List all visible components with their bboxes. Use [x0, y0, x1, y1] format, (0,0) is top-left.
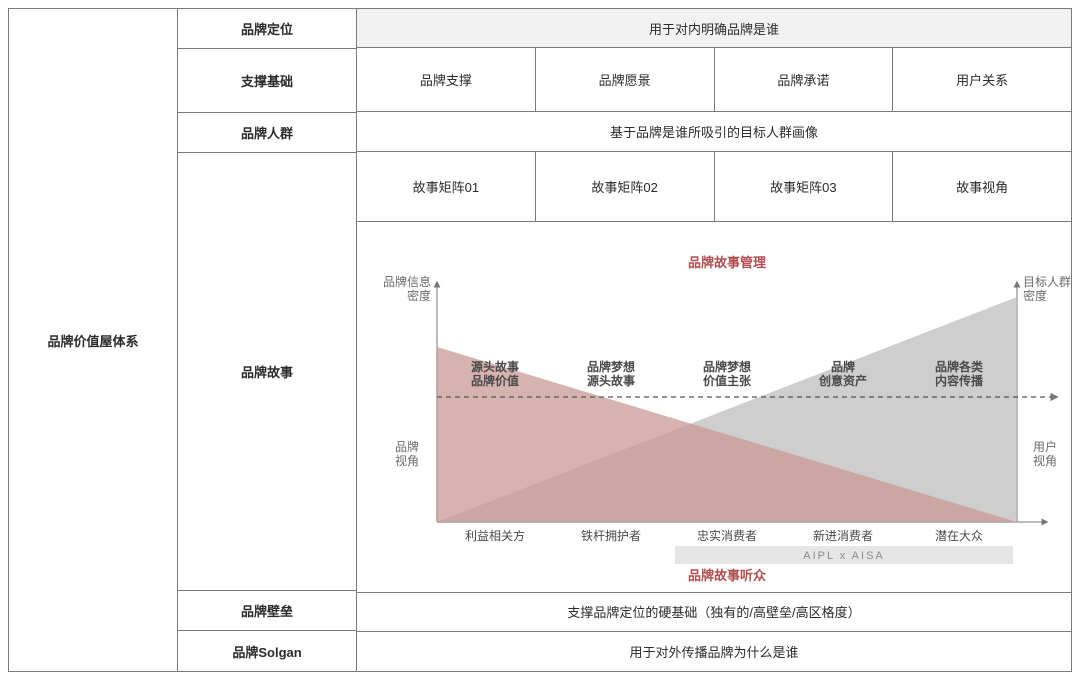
desc-r6: 用于对外传播品牌为什么是谁	[357, 632, 1071, 671]
r4-m3: 故事视角	[893, 152, 1071, 221]
svg-text:品牌各类: 品牌各类	[935, 359, 984, 374]
label-r4: 品牌故事	[178, 153, 357, 591]
desc-r1: 用于对内明确品牌是谁	[357, 9, 1071, 48]
label-r6: 品牌Solgan	[178, 631, 357, 671]
label-r3: 品牌人群	[178, 113, 357, 153]
svg-text:铁杆拥护者: 铁杆拥护者	[581, 529, 641, 543]
desc-r5: 支撑品牌定位的硬基础（独有的/高壁垒/高区格度）	[357, 593, 1071, 632]
svg-text:AIPL x AISA: AIPL x AISA	[803, 550, 885, 562]
svg-text:源头故事: 源头故事	[587, 373, 635, 388]
svg-text:品牌价值: 品牌价值	[471, 373, 519, 388]
svg-text:源头故事: 源头故事	[471, 359, 519, 374]
row2-cells: 品牌支撑 品牌愿景 品牌承诺 用户关系	[357, 48, 1071, 112]
svg-text:新进消费者: 新进消费者	[813, 528, 873, 543]
svg-text:品牌梦想: 品牌梦想	[703, 359, 751, 374]
r4-m1: 故事矩阵02	[536, 152, 715, 221]
label-r1: 品牌定位	[178, 9, 357, 49]
brand-value-house: 品牌价值屋体系 品牌定位 支撑基础 品牌人群 品牌故事 品牌壁垒 品牌Solga…	[8, 8, 1072, 672]
svg-text:品牌: 品牌	[831, 359, 855, 374]
svg-text:密度: 密度	[1023, 288, 1047, 303]
svg-text:潜在大众: 潜在大众	[935, 529, 983, 543]
label-r5: 品牌壁垒	[178, 591, 357, 631]
r2-c1: 品牌愿景	[536, 48, 715, 111]
svg-text:品牌信息: 品牌信息	[383, 274, 431, 289]
r2-c2: 品牌承诺	[715, 48, 894, 111]
svg-text:密度: 密度	[407, 288, 431, 303]
frame-title-cell: 品牌价值屋体系	[9, 9, 178, 671]
svg-text:价值主张: 价值主张	[703, 373, 752, 388]
svg-text:目标人群: 目标人群	[1023, 275, 1071, 289]
svg-text:品牌故事管理: 品牌故事管理	[688, 255, 766, 270]
story-chart-svg: 品牌故事管理品牌信息密度目标人群密度品牌视角用户视角利益相关方源头故事品牌价值铁…	[357, 222, 1071, 592]
svg-text:视角: 视角	[1033, 453, 1057, 468]
row4-matrix: 故事矩阵01 故事矩阵02 故事矩阵03 故事视角	[357, 152, 1071, 222]
svg-text:利益相关方: 利益相关方	[465, 528, 525, 543]
row-label-column: 品牌定位 支撑基础 品牌人群 品牌故事 品牌壁垒 品牌Solgan	[178, 9, 357, 671]
svg-text:用户: 用户	[1033, 439, 1057, 454]
svg-text:品牌: 品牌	[395, 440, 419, 454]
content-column: 用于对内明确品牌是谁 品牌支撑 品牌愿景 品牌承诺 用户关系 基于品牌是谁所吸引…	[357, 9, 1071, 671]
story-chart: 品牌故事管理品牌信息密度目标人群密度品牌视角用户视角利益相关方源头故事品牌价值铁…	[357, 222, 1071, 593]
r4-m0: 故事矩阵01	[357, 152, 536, 221]
svg-text:品牌梦想: 品牌梦想	[587, 359, 635, 374]
r2-c0: 品牌支撑	[357, 48, 536, 111]
svg-text:忠实消费者: 忠实消费者	[697, 528, 757, 543]
svg-text:视角: 视角	[395, 453, 419, 468]
frame-title: 品牌价值屋体系	[48, 331, 139, 350]
svg-text:品牌故事听众: 品牌故事听众	[688, 568, 766, 583]
svg-text:创意资产: 创意资产	[818, 373, 867, 388]
svg-text:内容传播: 内容传播	[935, 373, 984, 388]
r2-c3: 用户关系	[893, 48, 1071, 111]
desc-r3: 基于品牌是谁所吸引的目标人群画像	[357, 112, 1071, 151]
r4-m2: 故事矩阵03	[715, 152, 894, 221]
label-r2: 支撑基础	[178, 49, 357, 113]
